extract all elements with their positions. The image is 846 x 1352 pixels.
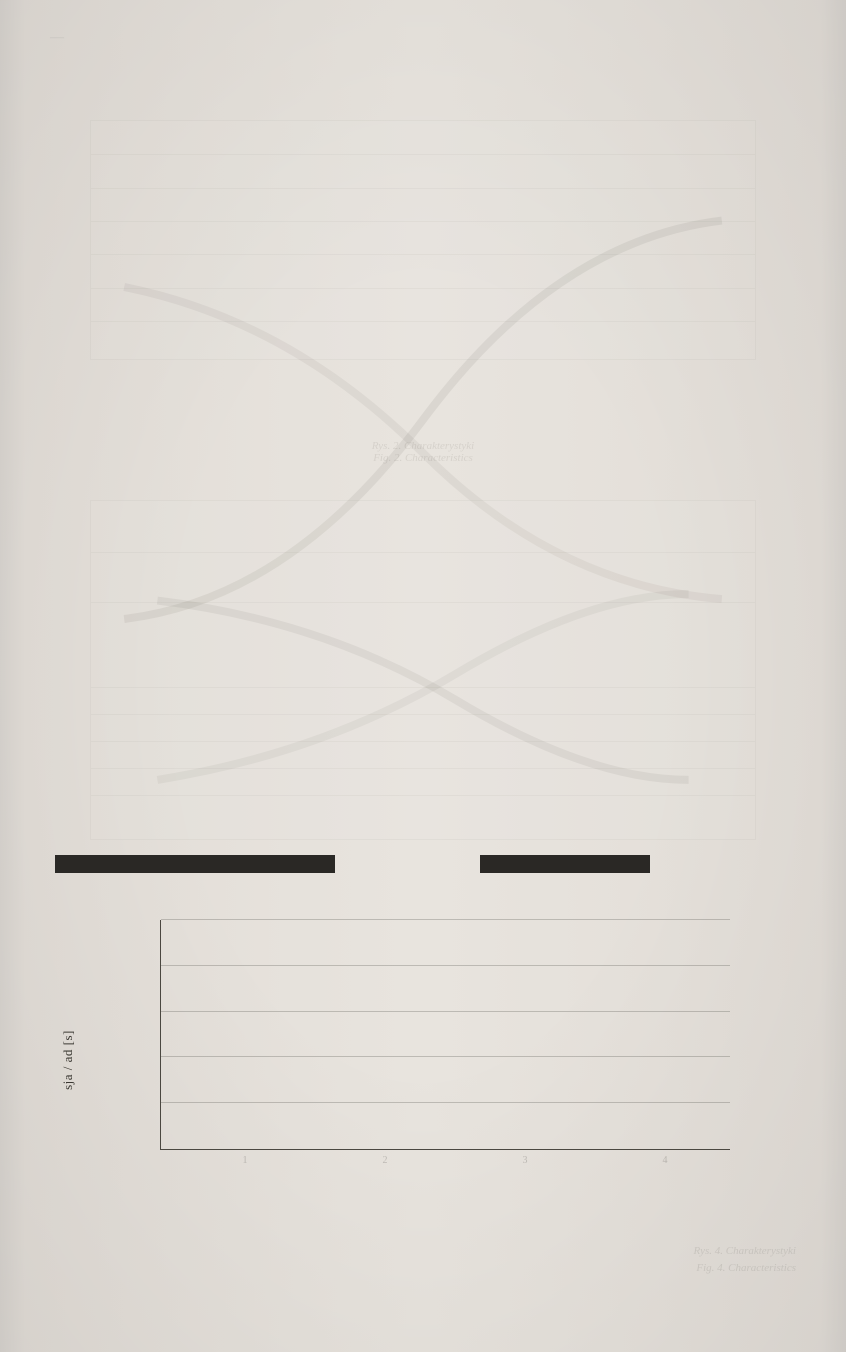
grid-line bbox=[161, 1056, 730, 1057]
caption-line: Rys. 2. Charakterystyki bbox=[90, 440, 756, 452]
x-tick-label: 4 bbox=[620, 1155, 710, 1166]
redaction-bar-right bbox=[480, 855, 650, 873]
x-axis-labels: 1 2 3 4 bbox=[160, 1155, 730, 1175]
ghost-caption-1: Rys. 2. Charakterystyki Fig. 2. Characte… bbox=[90, 440, 756, 464]
bar-chart: sja / ad [s] 1 2 3 4 bbox=[130, 920, 730, 1200]
figure-caption-line-2: Fig. 4. Characteristics bbox=[696, 1262, 796, 1274]
x-tick-label: 2 bbox=[340, 1155, 430, 1166]
ghost-chart-2 bbox=[90, 500, 756, 840]
grid-line bbox=[161, 1011, 730, 1012]
page-header: — bbox=[0, 30, 846, 70]
figure-caption-line-1: Rys. 4. Charakterystyki bbox=[694, 1245, 796, 1257]
redaction-bar-left bbox=[55, 855, 335, 873]
page-number: — bbox=[50, 30, 64, 46]
grid-line bbox=[161, 965, 730, 966]
plot-area bbox=[160, 920, 730, 1150]
x-tick-label: 3 bbox=[480, 1155, 570, 1166]
caption-line: Fig. 2. Characteristics bbox=[90, 452, 756, 464]
grid-line bbox=[161, 919, 730, 920]
y-axis-label: sja / ad [s] bbox=[60, 1030, 76, 1090]
ghost-chart-1 bbox=[90, 120, 756, 360]
x-tick-label: 1 bbox=[200, 1155, 290, 1166]
grid-line bbox=[161, 1102, 730, 1103]
